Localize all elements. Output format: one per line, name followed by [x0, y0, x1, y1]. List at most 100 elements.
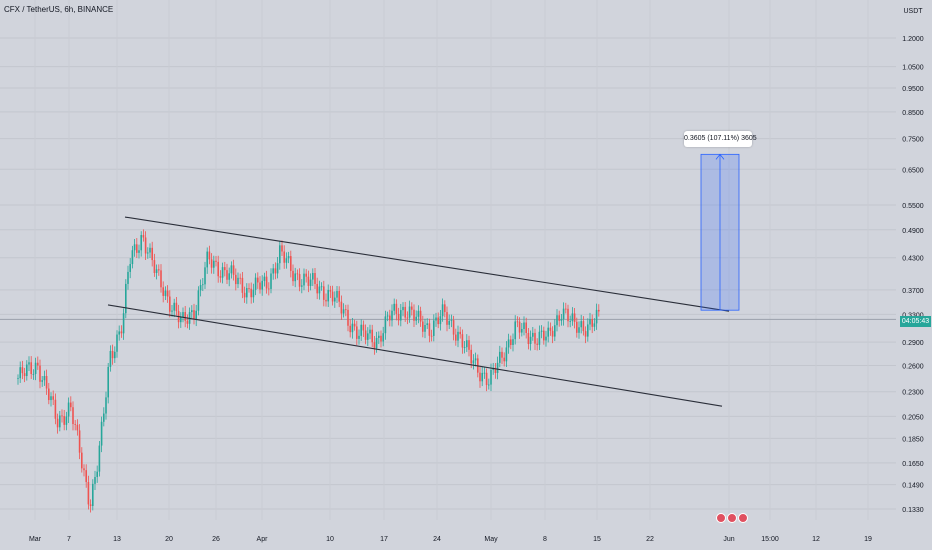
candle-body	[459, 331, 461, 335]
candle-body	[252, 289, 255, 298]
candle-body	[226, 270, 228, 280]
candle-body	[554, 325, 556, 337]
candle-body	[518, 321, 521, 333]
candle-body	[281, 245, 283, 252]
price-range-tool[interactable]	[700, 153, 740, 311]
price-tick-label: 0.2050	[902, 414, 924, 421]
candle-body	[142, 235, 145, 238]
candle-body	[400, 310, 402, 321]
candle-body	[353, 323, 356, 327]
candle-body	[153, 260, 156, 273]
candle-body	[382, 333, 384, 342]
candle-body	[558, 315, 560, 321]
candle-body	[510, 339, 512, 345]
candle-body	[417, 310, 420, 317]
candle-body	[263, 276, 266, 281]
candle-body	[169, 296, 171, 312]
flag-icon[interactable]	[727, 513, 737, 523]
candles	[17, 229, 600, 513]
candle-body	[120, 331, 123, 334]
candle-body	[562, 308, 565, 320]
price-tick-label: 0.4900	[902, 228, 924, 235]
time-tick-label: 12	[812, 536, 820, 543]
candle-body	[323, 286, 325, 300]
price-tick-label: 0.4300	[902, 256, 924, 263]
candle-body	[347, 309, 349, 326]
candle-body	[70, 402, 72, 408]
candle-body	[182, 312, 184, 318]
flag-icon[interactable]	[738, 513, 748, 523]
candle-body	[173, 302, 175, 311]
candle-body	[448, 320, 450, 325]
candle-body	[582, 321, 585, 332]
candle-body	[422, 321, 424, 332]
candle-body	[217, 261, 219, 277]
candle-body	[521, 329, 523, 333]
candle-body	[345, 309, 347, 311]
candle-body	[303, 273, 305, 286]
candle-body	[41, 380, 43, 382]
grid	[0, 37, 896, 510]
candle-body	[248, 288, 250, 289]
candle-body	[162, 287, 164, 296]
candle-body	[210, 259, 213, 268]
price-tick-label: 0.1850	[902, 436, 924, 443]
channel-lines[interactable]	[107, 216, 730, 407]
candle-body	[131, 250, 134, 265]
candle-body	[358, 335, 360, 339]
candle-body	[239, 277, 241, 279]
time-tick-label: 26	[212, 536, 220, 543]
candle-body	[63, 416, 65, 425]
candle-body	[373, 342, 376, 349]
price-tick-label: 1.2000	[902, 36, 924, 43]
candle-body	[54, 399, 57, 419]
price-scale[interactable]: 1.2000 1.0500 0.9500 0.8500 0.7500 0.6500 0.55…	[902, 8, 924, 514]
candle-body	[488, 384, 490, 386]
candle-body	[237, 277, 239, 285]
candle-body	[133, 244, 136, 251]
candle-body	[109, 350, 112, 367]
candle-body	[100, 421, 103, 446]
candle-body	[479, 372, 481, 382]
candle-body	[391, 310, 393, 321]
candle-body	[296, 273, 299, 275]
candle-body	[158, 269, 160, 271]
candle-body	[496, 362, 499, 373]
candle-body	[551, 330, 554, 337]
candle-body	[65, 416, 68, 425]
candle-body	[327, 289, 329, 302]
candle-body	[144, 237, 147, 254]
candle-body	[549, 327, 552, 331]
candle-body	[393, 303, 395, 311]
candle-body	[386, 315, 389, 317]
candle-body	[369, 329, 371, 334]
candle-body	[294, 273, 296, 282]
candle-body	[463, 347, 466, 348]
candle-body	[441, 304, 444, 317]
candle-body	[565, 308, 567, 310]
time-scale[interactable]: Mar 7 13 20 26 Apr 10 17 24 May 8 15 22 Jun 15:00 12 19	[29, 536, 872, 543]
candle-body	[235, 274, 237, 285]
candle-body	[67, 402, 70, 417]
candle-body	[279, 245, 281, 264]
candle-body	[426, 323, 428, 326]
candle-body	[213, 260, 215, 268]
candle-body	[342, 309, 345, 314]
candle-body	[580, 321, 582, 328]
candle-body	[74, 424, 76, 425]
price-range-label: 0.3605 (107.11%) 3605	[684, 131, 757, 147]
candle-body	[305, 273, 307, 277]
economic-events[interactable]	[716, 513, 748, 523]
candle-body	[331, 291, 334, 302]
flag-icon[interactable]	[716, 513, 726, 523]
candle-body	[334, 297, 336, 302]
candle-body	[567, 308, 569, 322]
candle-body	[595, 309, 598, 324]
symbol-title[interactable]: CFX / TetherUS, 6h, BINANCE	[4, 5, 114, 14]
candle-body	[17, 378, 19, 379]
candle-body	[151, 247, 153, 261]
candle-body	[505, 347, 508, 362]
candle-body	[257, 277, 259, 283]
